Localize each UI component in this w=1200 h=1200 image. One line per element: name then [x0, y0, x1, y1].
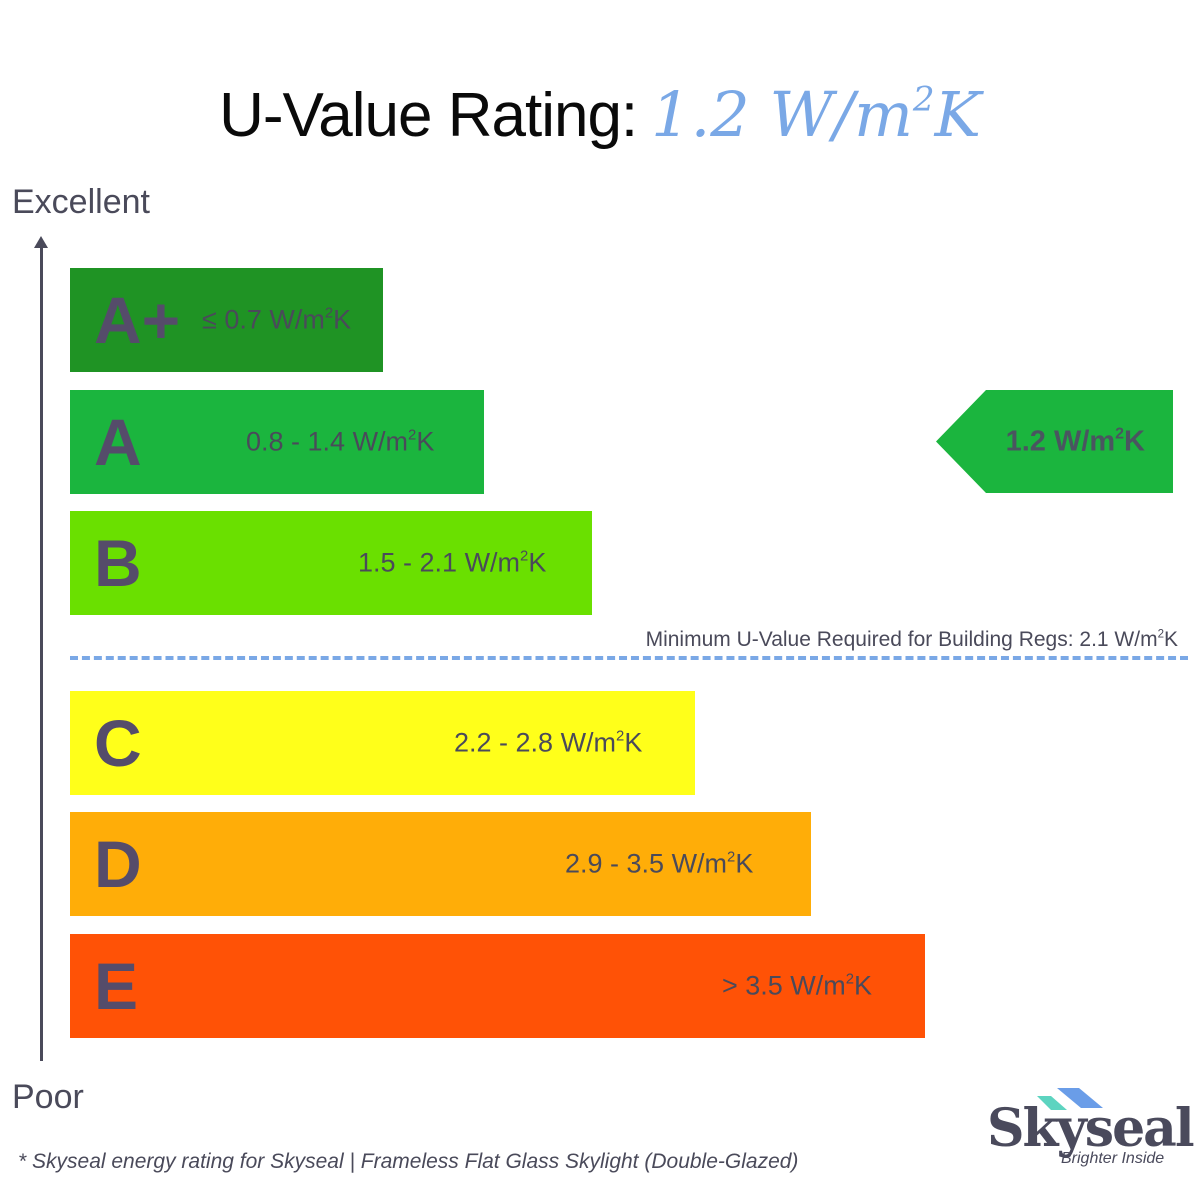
range-label: 2.9 - 3.5 W/m2K	[565, 848, 754, 879]
building-regs-threshold-line	[70, 656, 1188, 660]
title-value: 1.2 W/m2K	[651, 78, 981, 151]
range-label: 0.8 - 1.4 W/m2K	[246, 426, 435, 457]
bar-a-plus: A+ ≤ 0.7 W/m2K	[70, 268, 383, 372]
arrow-left-icon	[936, 390, 1173, 493]
bar-c: C 2.2 - 2.8 W/m2K	[70, 691, 695, 795]
axis-line	[40, 244, 43, 1061]
bar-d: D 2.9 - 3.5 W/m2K	[70, 812, 811, 916]
axis-label-poor: Poor	[12, 1078, 84, 1116]
title-prefix: U-Value Rating:	[219, 81, 638, 150]
skylight-logo-icon	[1037, 1088, 1103, 1110]
logo-wordmark: Skyseal	[987, 1098, 1195, 1159]
axis-label-excellent: Excellent	[12, 183, 150, 221]
range-label: 1.5 - 2.1 W/m2K	[358, 547, 547, 578]
page-title: U-Value Rating: 1.2 W/m2K	[0, 78, 1200, 151]
arrow-up-icon	[34, 236, 48, 248]
building-regs-label: Minimum U-Value Required for Building Re…	[645, 628, 1178, 651]
grade-label: A+	[94, 283, 181, 357]
range-label: > 3.5 W/m2K	[722, 970, 873, 1001]
registered-mark: ®	[1163, 1134, 1172, 1146]
grade-label: E	[94, 949, 139, 1023]
title-value-tail: K	[934, 78, 981, 151]
skyseal-logo: Skyseal ® Brighter Inside	[985, 1088, 1195, 1178]
bar-a: A 0.8 - 1.4 W/m2K	[70, 390, 484, 494]
grade-label: D	[94, 827, 142, 901]
bar-e: E > 3.5 W/m2K	[70, 934, 925, 1038]
grade-label: C	[94, 706, 142, 780]
grade-label: A	[94, 405, 142, 479]
range-label: ≤ 0.7 W/m2K	[202, 304, 352, 335]
logo-tagline: Brighter Inside	[1061, 1150, 1165, 1167]
bar-b: B 1.5 - 2.1 W/m2K	[70, 511, 592, 615]
indicator-value: 1.2 W/m2K	[1005, 425, 1145, 457]
title-value-main: 1.2 W/m	[651, 78, 913, 151]
range-label: 2.2 - 2.8 W/m2K	[454, 727, 643, 758]
rating-indicator-arrow: 1.2 W/m2K	[936, 390, 1173, 493]
footnote: * Skyseal energy rating for Skyseal | Fr…	[18, 1150, 799, 1173]
grade-label: B	[94, 526, 142, 600]
title-value-sup: 2	[912, 79, 935, 120]
